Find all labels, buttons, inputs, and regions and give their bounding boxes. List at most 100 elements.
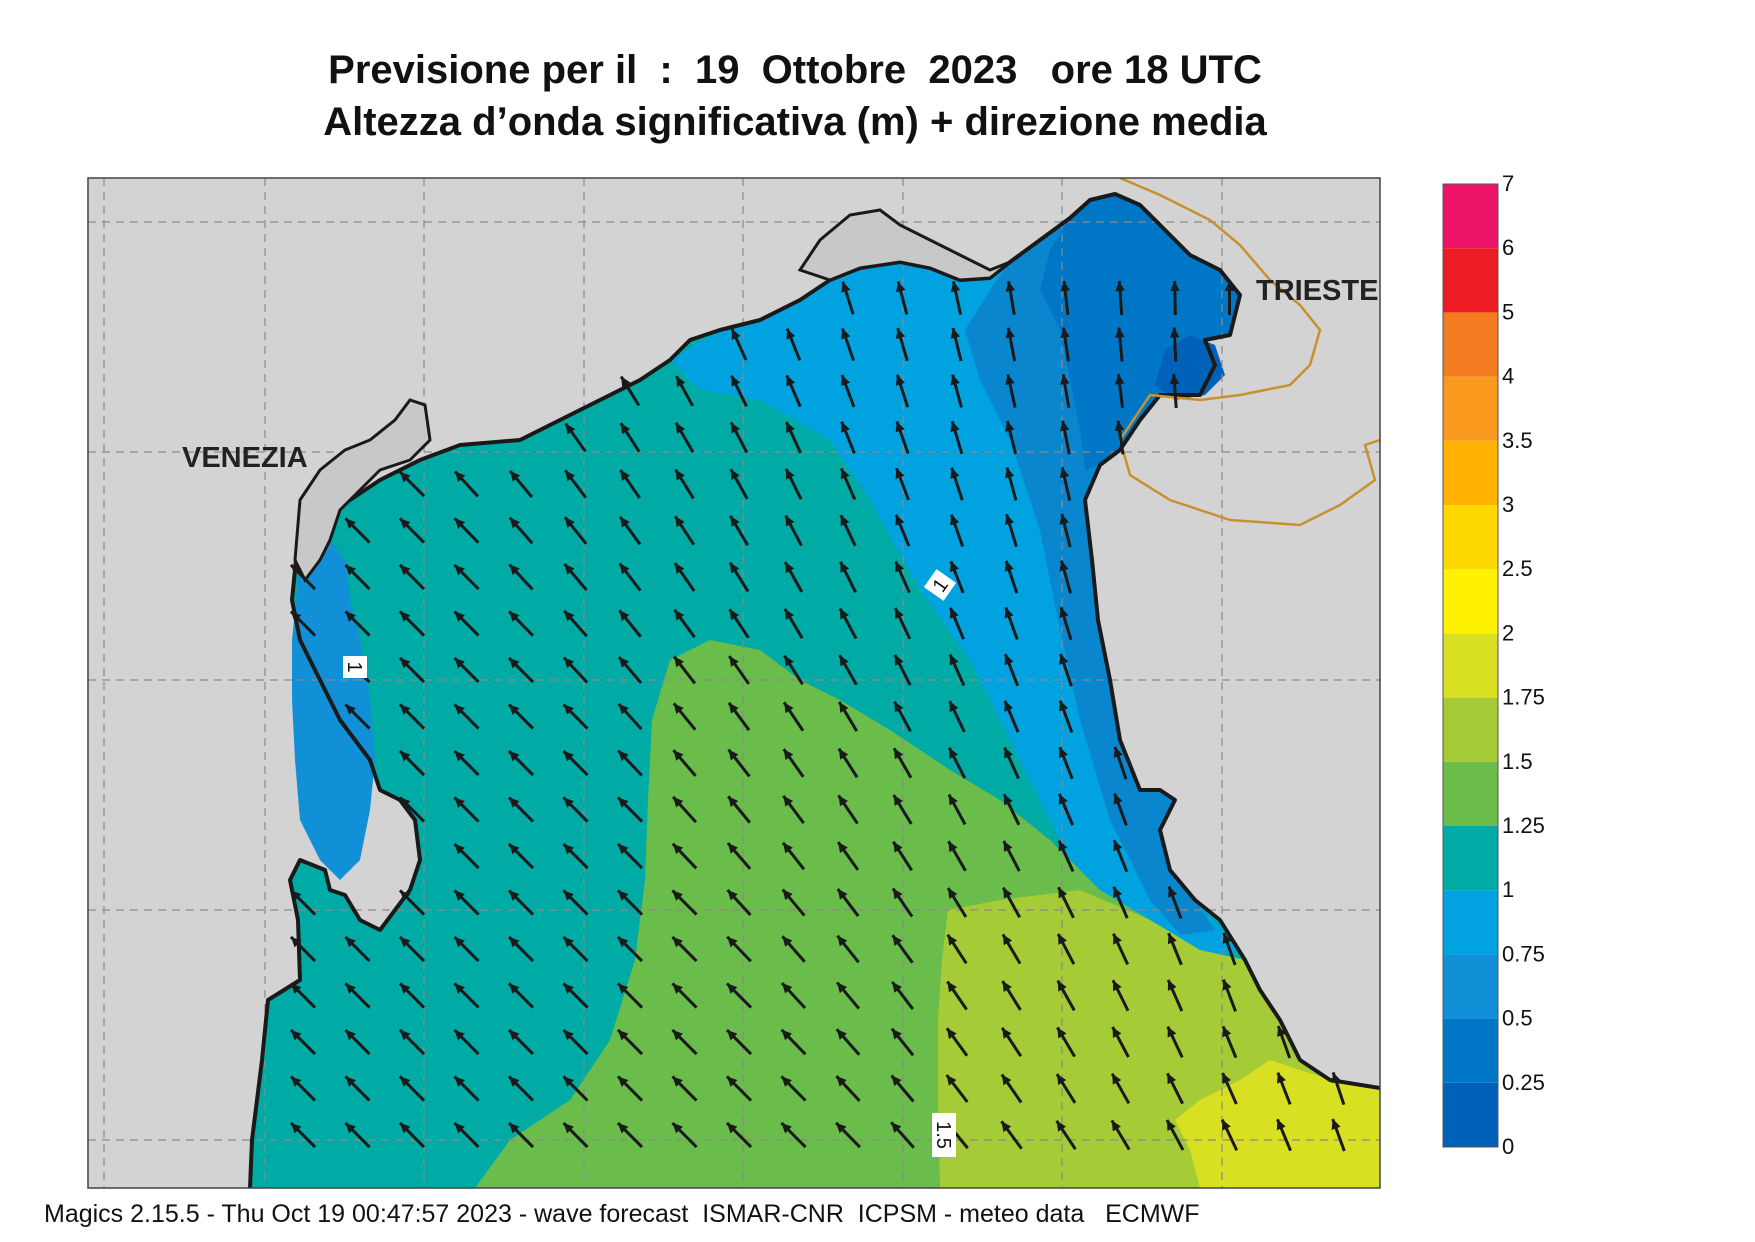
direction-arrow-head bbox=[1222, 1026, 1232, 1038]
direction-arrow-head bbox=[290, 1122, 302, 1134]
direction-arrow-head bbox=[1056, 1120, 1067, 1132]
direction-arrow-head bbox=[1060, 327, 1070, 339]
direction-arrow-head bbox=[949, 747, 959, 759]
direction-arrow-head bbox=[1058, 793, 1068, 805]
direction-arrow-head bbox=[673, 750, 684, 761]
direction-arrow-head bbox=[949, 561, 959, 573]
direction-arrow-head bbox=[508, 890, 520, 901]
colorbar-label: 3.5 bbox=[1502, 428, 1533, 453]
direction-arrow-head bbox=[618, 657, 630, 668]
direction-arrow-head bbox=[1167, 933, 1177, 945]
colorbar-label: 6 bbox=[1502, 235, 1514, 260]
direction-arrow-head bbox=[891, 1122, 902, 1133]
direction-arrow-head bbox=[841, 281, 851, 293]
direction-arrow-head bbox=[781, 1076, 792, 1087]
direction-arrow-head bbox=[1056, 1074, 1067, 1086]
direction-arrow-head bbox=[673, 703, 684, 715]
direction-arrow-head bbox=[290, 1029, 302, 1041]
direction-arrow-head bbox=[781, 1122, 792, 1134]
direction-arrow-head bbox=[1115, 281, 1125, 292]
direction-arrow-head bbox=[781, 1029, 792, 1041]
direction-arrow-head bbox=[1169, 374, 1180, 385]
direction-arrow-head bbox=[508, 750, 520, 762]
direction-arrow-head bbox=[1001, 1074, 1012, 1086]
direction-arrow-head bbox=[565, 470, 576, 482]
direction-arrow-head bbox=[563, 1122, 574, 1134]
direction-arrow-head bbox=[1057, 1027, 1067, 1039]
direction-arrow-head bbox=[838, 795, 849, 807]
colorbar-label: 1.25 bbox=[1502, 813, 1545, 838]
direction-arrow-head bbox=[454, 518, 466, 529]
direction-arrow-head bbox=[563, 890, 574, 901]
direction-arrow-head bbox=[675, 516, 685, 528]
direction-arrow-head bbox=[784, 608, 794, 620]
direction-arrow-head bbox=[618, 750, 629, 762]
direction-arrow-head bbox=[345, 704, 356, 715]
direction-arrow-head bbox=[950, 467, 960, 479]
direction-arrow-head bbox=[895, 608, 904, 620]
direction-arrow-head bbox=[728, 796, 739, 808]
direction-arrow-head bbox=[1058, 933, 1067, 945]
direction-arrow-head bbox=[399, 797, 411, 808]
direction-arrow-head bbox=[1224, 281, 1235, 291]
direction-arrow-head bbox=[727, 889, 738, 901]
direction-arrow-head bbox=[508, 1122, 520, 1134]
direction-arrow-head bbox=[730, 469, 740, 481]
contour-label-text: 1.5 bbox=[932, 1121, 954, 1149]
direction-arrow-head bbox=[454, 564, 465, 576]
colorbar-swatch bbox=[1443, 248, 1498, 313]
direction-arrow-head bbox=[1058, 887, 1068, 899]
direction-arrow-head bbox=[726, 1122, 738, 1134]
direction-arrow-head bbox=[399, 657, 411, 669]
direction-arrow-head bbox=[1004, 700, 1014, 712]
colorbar-label: 2 bbox=[1502, 620, 1514, 645]
direction-arrow-head bbox=[672, 843, 684, 855]
band-0.25-0.5 bbox=[1040, 194, 1240, 470]
direction-arrow-head bbox=[674, 563, 685, 574]
direction-arrow-head bbox=[893, 794, 903, 806]
direction-arrow-head bbox=[399, 936, 411, 948]
direction-arrow-head bbox=[839, 701, 849, 713]
colorbar-swatch bbox=[1443, 1018, 1498, 1083]
direction-arrow-head bbox=[290, 1076, 302, 1087]
direction-arrow-head bbox=[840, 515, 850, 527]
colorbar-frame bbox=[1442, 183, 1499, 1148]
direction-arrow-head bbox=[563, 843, 574, 855]
direction-arrow-head bbox=[345, 1076, 356, 1087]
direction-arrow-head bbox=[1004, 514, 1015, 526]
colorbar-swatch bbox=[1443, 826, 1498, 891]
direction-arrow-head bbox=[783, 749, 794, 760]
direction-arrow-head bbox=[399, 890, 411, 901]
direction-arrow-head bbox=[1058, 840, 1068, 852]
colorbar-swatch bbox=[1443, 890, 1498, 955]
direction-arrow-head bbox=[784, 702, 794, 714]
direction-arrow-head bbox=[399, 704, 411, 715]
city-label-trieste: TRIESTE bbox=[1256, 275, 1378, 307]
direction-arrow-head bbox=[950, 327, 960, 339]
direction-arrow-head bbox=[949, 607, 959, 619]
direction-arrow-head bbox=[290, 611, 302, 622]
direction-arrow-head bbox=[1222, 1119, 1231, 1131]
direction-arrow-head bbox=[674, 609, 685, 621]
direction-arrow-head bbox=[1005, 374, 1015, 386]
direction-arrow-head bbox=[1113, 886, 1123, 898]
direction-arrow-head bbox=[836, 1122, 847, 1134]
direction-arrow-head bbox=[345, 518, 356, 529]
direction-arrow-head bbox=[786, 375, 796, 387]
direction-arrow-head bbox=[672, 1029, 683, 1041]
colorbar-label: 0.75 bbox=[1502, 941, 1545, 966]
direction-arrow-head bbox=[290, 890, 302, 901]
colorbar-label: 0 bbox=[1502, 1134, 1514, 1159]
direction-arrow-head bbox=[1004, 654, 1014, 666]
direction-arrow-head bbox=[454, 471, 466, 483]
direction-arrow-head bbox=[947, 934, 958, 946]
direction-arrow-head bbox=[1002, 934, 1013, 946]
direction-arrow-head bbox=[617, 843, 629, 855]
direction-arrow-head bbox=[509, 517, 520, 529]
direction-arrow-head bbox=[841, 328, 851, 340]
direction-arrow-head bbox=[617, 890, 629, 901]
direction-arrow-head bbox=[617, 1029, 629, 1041]
direction-arrow-head bbox=[290, 983, 302, 994]
colorbar-label: 0.5 bbox=[1502, 1006, 1533, 1031]
colorbar-swatch bbox=[1443, 1082, 1498, 1147]
